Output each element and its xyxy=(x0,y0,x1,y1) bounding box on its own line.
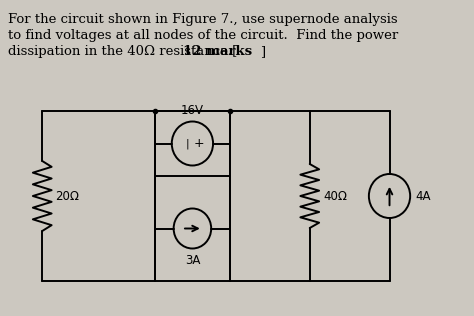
Text: 4A: 4A xyxy=(416,190,431,203)
Text: 20Ω: 20Ω xyxy=(55,190,79,203)
Text: to find voltages at all nodes of the circuit.  Find the power: to find voltages at all nodes of the cir… xyxy=(8,29,398,42)
Text: For the circuit shown in Figure 7., use supernode analysis: For the circuit shown in Figure 7., use … xyxy=(8,13,397,26)
Text: 16V: 16V xyxy=(181,104,204,117)
Text: |: | xyxy=(186,138,190,149)
Text: dissipation in the 40Ω resistance.[: dissipation in the 40Ω resistance.[ xyxy=(8,45,237,58)
Text: 40Ω: 40Ω xyxy=(323,190,347,203)
Text: ]: ] xyxy=(260,45,265,58)
Text: 12 marks: 12 marks xyxy=(183,45,252,58)
Text: +: + xyxy=(193,137,204,150)
Text: 3A: 3A xyxy=(185,254,200,268)
